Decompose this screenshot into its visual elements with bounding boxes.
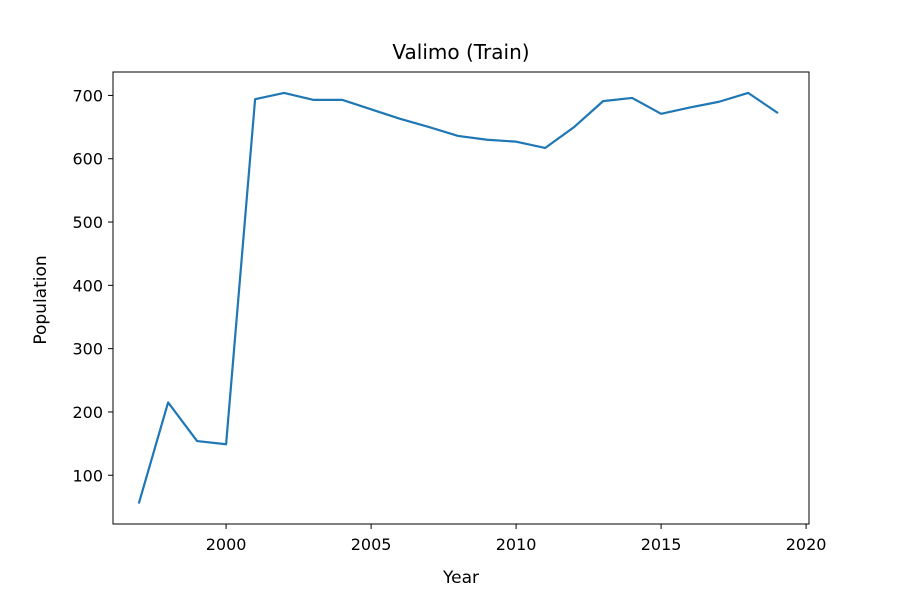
y-tick-label: 500 — [72, 213, 103, 232]
x-axis-title: Year — [442, 568, 479, 588]
x-tick-label: 2020 — [786, 535, 827, 554]
y-tick-label: 300 — [72, 340, 103, 359]
y-tick-label: 400 — [72, 276, 103, 295]
y-tick-label: 100 — [72, 466, 103, 485]
y-axis-title: Population — [31, 255, 51, 344]
y-tick-label: 700 — [72, 86, 103, 105]
y-tick-label: 200 — [72, 403, 103, 422]
x-tick-label: 2000 — [206, 535, 247, 554]
x-tick-label: 2005 — [351, 535, 392, 554]
x-tick-label: 2010 — [496, 535, 537, 554]
series-layer — [137, 91, 779, 504]
plot-area-border — [112, 71, 810, 525]
population-line — [137, 91, 779, 504]
x-tick-label: 2015 — [641, 535, 682, 554]
chart-title: Valimo (Train) — [392, 40, 529, 64]
plot-frame — [112, 71, 810, 525]
y-tick-label: 600 — [72, 150, 103, 169]
axis-ticks: 2000 2005 2010 2015 2020 100 200 300 400 500 600 70… — [72, 86, 826, 554]
